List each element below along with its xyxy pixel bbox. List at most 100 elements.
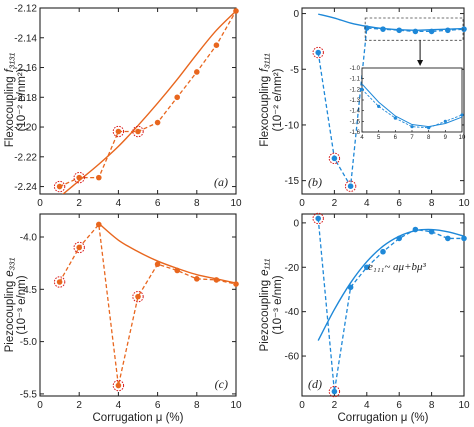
plot-frame-c <box>39 213 237 397</box>
fit-curve-d <box>317 228 464 341</box>
x-tick-label-c: 8 <box>194 400 200 411</box>
data-point-c <box>213 277 220 283</box>
highlight-ring-c <box>53 276 66 288</box>
plot-area-b <box>317 13 464 189</box>
ylabel-c-symbol: e₃₃₁ <box>4 257 16 277</box>
y-tick-label-d: -20 <box>285 263 300 274</box>
y-tick-label-a: -2.12 <box>14 4 37 15</box>
ylabel-a: Flexocoupling f₃₁₃₁ <box>4 52 16 147</box>
x-tick-label-d: 4 <box>364 400 370 411</box>
data-point-b <box>396 27 403 34</box>
unit-a: (10⁻² e/nm²) <box>16 68 28 131</box>
data-point-a <box>56 183 63 190</box>
x-tick-label-c: 0 <box>37 400 43 411</box>
x-tick-label-d: 2 <box>332 400 338 411</box>
zoom-arrow-head <box>417 60 424 66</box>
inset-y-tick-label: -1.5 <box>350 119 361 125</box>
inset-y-tick-label: -1.0 <box>350 66 361 72</box>
ylabel-c-word: Piezocoupling <box>4 281 16 353</box>
inset-x-tick-label: 7 <box>410 135 414 141</box>
panel-tag-c: (c) <box>215 377 228 391</box>
inset-data-point <box>410 125 414 129</box>
panel-d: 0 2 4 6 8 10 0 -20 -40 -60 (d) e₁₁₁~ aμ+bμ³ <box>285 212 470 411</box>
data-point-a <box>213 42 220 48</box>
x-tick-label-c: 4 <box>116 400 122 411</box>
panel-tag-b: (b) <box>308 175 322 189</box>
ylabel-a-symbol: f₃₁₃₁ <box>4 52 16 72</box>
unit-c: (10⁻³ e/nm) <box>16 275 28 334</box>
panel-b: 0 2 4 6 8 10 0 -5 -10 -15 (b) 4 5 6 7 8 9 10 -1.0 -1.1 -1.2 -… <box>285 7 470 209</box>
y-tick-label-d: -60 <box>285 352 300 363</box>
inset-data-point <box>460 113 464 117</box>
y-tick-label-c: -5.0 <box>20 337 38 348</box>
ylabel-b: Flexocoupling f₃₁₁₁ <box>259 53 271 147</box>
y-tick-label-a: -2.24 <box>14 182 37 193</box>
inset-x-tick-label: 4 <box>360 135 364 141</box>
data-point-b <box>380 26 386 32</box>
inset-x-tick-label: 5 <box>377 135 381 141</box>
inset-data-point <box>360 87 364 91</box>
inset-data-point <box>443 119 447 123</box>
x-tick-label-a: 0 <box>37 198 43 209</box>
y-tick-label-a: -2.18 <box>14 93 37 104</box>
fit-formula: e₁₁₁~ aμ+bμ³ <box>368 261 427 273</box>
y-tick-label-b: -15 <box>285 176 300 187</box>
data-point-c <box>115 382 122 389</box>
x-tick-label-d: 6 <box>396 400 402 411</box>
y-tick-label-b: -5 <box>290 65 299 76</box>
y-tick-label-d: -40 <box>285 307 300 318</box>
data-point-b <box>347 183 354 190</box>
data-point-d <box>428 228 435 235</box>
ylabel-d-symbol: e₁₁₁ <box>259 258 271 276</box>
x-tick-label-c: 10 <box>230 400 242 411</box>
x-tick-label-d: 10 <box>458 400 470 411</box>
highlight-ring-c <box>73 241 85 254</box>
x-tick-label-a: 4 <box>116 198 122 209</box>
panel-c: 0 2 4 6 8 10 -4.0 -4.5 -5.0 -5.5 (c) <box>20 213 242 411</box>
x-tick-label-a: 6 <box>155 198 161 209</box>
x-tick-label-b: 0 <box>299 198 305 209</box>
data-point-c <box>174 267 180 274</box>
data-point-d <box>380 248 386 255</box>
inset-x-tick-label: 9 <box>444 135 448 141</box>
ylabel-b-symbol: f₃₁₁₁ <box>259 53 271 72</box>
plot-frame-d <box>301 213 465 397</box>
data-point-c <box>194 276 200 282</box>
inset-x-tick-label: 6 <box>394 135 398 141</box>
inset-data-point <box>393 116 397 120</box>
data-line-d <box>317 218 464 392</box>
data-point-c <box>76 244 82 251</box>
panel-tag-d: (d) <box>308 377 322 391</box>
data-point-a <box>76 174 82 181</box>
inset-data-point <box>427 126 431 130</box>
data-point-d <box>396 235 403 242</box>
inset-y-tick-label: -1.1 <box>350 77 361 83</box>
ylabel-d-word: Piezocoupling <box>259 280 271 352</box>
y-tick-label-a: -2.14 <box>14 33 37 44</box>
y-tick-label-b: -10 <box>285 120 300 131</box>
zoom-region-box <box>364 17 464 41</box>
data-point-b <box>331 155 338 162</box>
data-point-d <box>412 226 419 233</box>
data-point-c <box>96 221 102 228</box>
unit-d: (10⁻³ e/nm) <box>272 275 284 334</box>
data-point-d <box>347 284 354 291</box>
inset-y-tick-label: -1.2 <box>350 87 361 93</box>
y-tick-label-a: -2.20 <box>14 123 37 134</box>
plot-area-c <box>59 222 236 386</box>
data-point-b <box>445 27 451 34</box>
x-tick-label-c: 6 <box>155 400 161 411</box>
x-tick-label-a: 10 <box>230 198 242 209</box>
inset-y-tick-label: -1.4 <box>350 109 361 115</box>
fit-curve-a <box>62 10 236 194</box>
plot-frame-a <box>39 7 237 195</box>
fit-curve-b <box>318 13 464 31</box>
x-tick-label-b: 10 <box>458 198 470 209</box>
plot-area-d <box>317 218 464 392</box>
highlight-ring-a <box>53 180 66 193</box>
ylabel-d: Piezocoupling e₁₁₁ <box>259 258 271 351</box>
data-line-c <box>59 222 236 386</box>
highlight-ring-b <box>312 46 324 59</box>
inset-y-tick-label: -1.3 <box>350 98 361 104</box>
